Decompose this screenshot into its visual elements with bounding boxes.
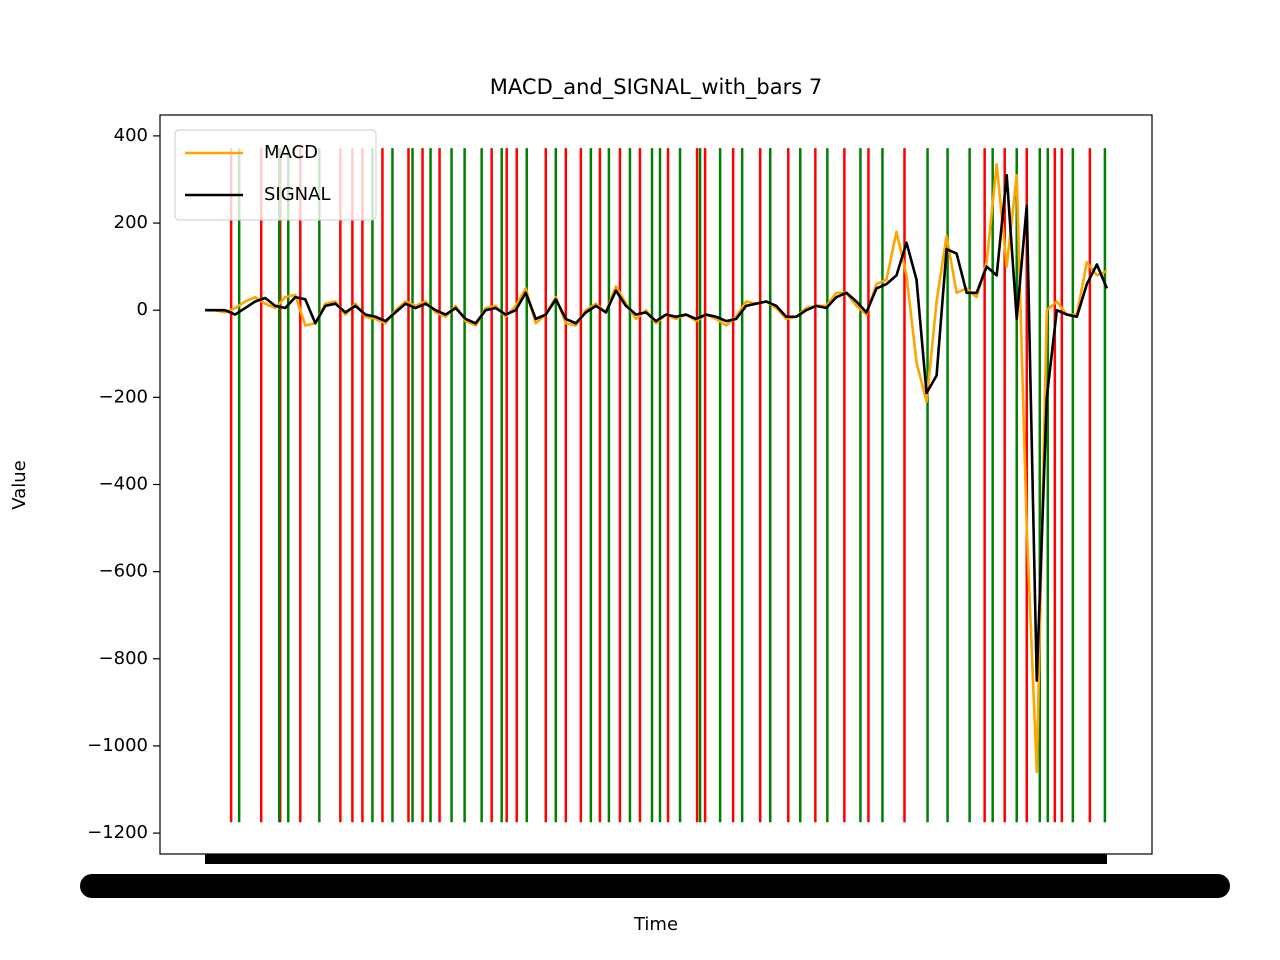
y-tick-label: 0	[137, 299, 148, 320]
y-tick-label: −400	[99, 474, 148, 495]
y-tick-label: 400	[114, 125, 148, 146]
y-tick-label: −600	[99, 561, 148, 582]
y-tick-label: −1200	[87, 822, 148, 843]
series-line	[205, 162, 1108, 774]
y-tick-label: −800	[99, 648, 148, 669]
legend-label: SIGNAL	[264, 184, 331, 205]
x-tick-smear	[205, 854, 1107, 864]
y-tick-label: −1000	[87, 735, 148, 756]
x-axis-label: Time	[633, 914, 678, 935]
chart-title: MACD_and_SIGNAL_with_bars 7	[490, 75, 822, 100]
y-tick-label: −200	[99, 386, 148, 407]
plot-frame	[159, 114, 1153, 855]
legend-label: MACD	[264, 142, 318, 163]
series-line	[205, 173, 1109, 682]
y-tick-label: 200	[114, 212, 148, 233]
y-axis-label: Value	[9, 460, 30, 509]
x-tick-label-smear	[80, 874, 1230, 898]
